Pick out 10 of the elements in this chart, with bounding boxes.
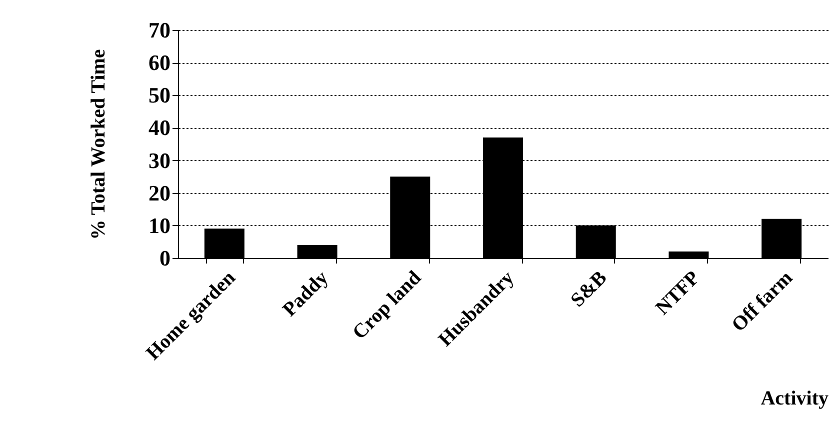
y-tick-label: 10 bbox=[148, 212, 170, 238]
x-axis-title: Activity bbox=[760, 388, 828, 410]
y-tick-label: 70 bbox=[148, 18, 170, 42]
y-axis-title: % Total Worked Time bbox=[88, 49, 110, 240]
y-tick-label: 30 bbox=[148, 148, 170, 173]
y-tick-label: 40 bbox=[148, 115, 170, 140]
y-tick-label: 20 bbox=[148, 180, 170, 206]
y-tick-label: 0 bbox=[160, 246, 170, 270]
y-tick-label: 60 bbox=[148, 50, 170, 76]
y-tick-label: 50 bbox=[148, 82, 170, 108]
